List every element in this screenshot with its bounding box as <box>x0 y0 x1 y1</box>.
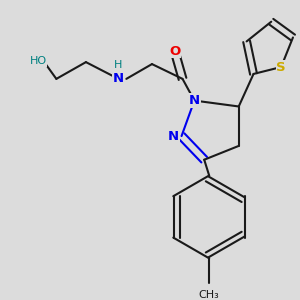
Text: O: O <box>169 45 180 58</box>
Text: N: N <box>189 94 200 107</box>
Text: CH₃: CH₃ <box>199 290 220 300</box>
Text: HO: HO <box>30 56 47 66</box>
Text: H: H <box>114 60 123 70</box>
Text: S: S <box>276 61 286 74</box>
Text: N: N <box>168 130 179 142</box>
Text: N: N <box>113 72 124 86</box>
